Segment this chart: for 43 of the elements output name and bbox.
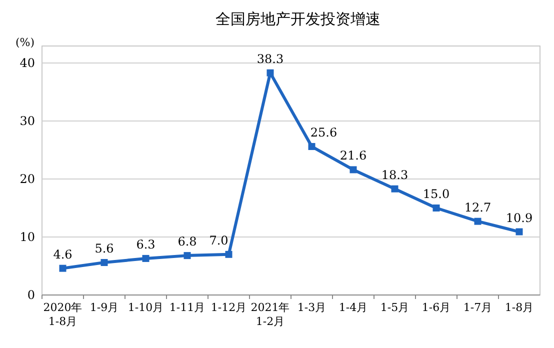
point — [516, 228, 523, 236]
data-label: 18.3 — [381, 168, 408, 182]
point — [391, 185, 398, 192]
y-tick-label: 30 — [20, 114, 35, 128]
point — [59, 264, 66, 272]
x-tick-label: 2021年 1-2月 — [250, 301, 290, 328]
data-label: 5.6 — [94, 242, 114, 256]
y-tick-label: 10 — [20, 230, 35, 244]
x-tick-label: 1-10月 — [128, 301, 164, 314]
x-tick-label: 1-7月 — [463, 301, 492, 314]
x-tick-label: 1-11月 — [169, 301, 206, 314]
x-tick-label: 1-5月 — [380, 301, 410, 314]
y-tick-label: 20 — [20, 172, 35, 186]
point — [225, 250, 232, 258]
point — [350, 166, 357, 174]
data-label: 21.6 — [340, 148, 367, 163]
x-tick-label: 2020年 1-8月 — [43, 301, 82, 328]
data-label: 7.0 — [209, 233, 228, 248]
data-label: 6.3 — [136, 237, 156, 252]
chart-title: 全国房地产开发投资增速 — [216, 10, 380, 28]
y-tick-label: 0 — [27, 288, 35, 302]
point — [142, 254, 150, 262]
point — [474, 218, 482, 225]
x-tick-label: 1-3月 — [297, 301, 326, 314]
point — [266, 69, 274, 76]
data-label: 25.6 — [310, 126, 338, 140]
x-tick-label: 1-9月 — [90, 301, 119, 314]
data-label: 6.8 — [178, 234, 197, 249]
data-label: 15.0 — [422, 187, 450, 201]
point — [432, 204, 440, 212]
y-tick-label: 40 — [20, 56, 35, 70]
data-label: 38.3 — [256, 52, 284, 66]
data-label: 4.6 — [53, 247, 72, 262]
data-label: 12.7 — [464, 200, 492, 214]
x-tick-label: 1-8月 — [504, 301, 534, 314]
point — [308, 143, 316, 150]
point — [184, 252, 191, 260]
x-tick-label: 1-6月 — [422, 301, 451, 314]
point — [100, 259, 108, 266]
y-axis-title: (%) — [15, 36, 35, 49]
x-tick-label: 1-4月 — [338, 301, 368, 314]
data-label: 10.9 — [506, 210, 533, 225]
x-tick-label: 1-12月 — [210, 301, 247, 314]
